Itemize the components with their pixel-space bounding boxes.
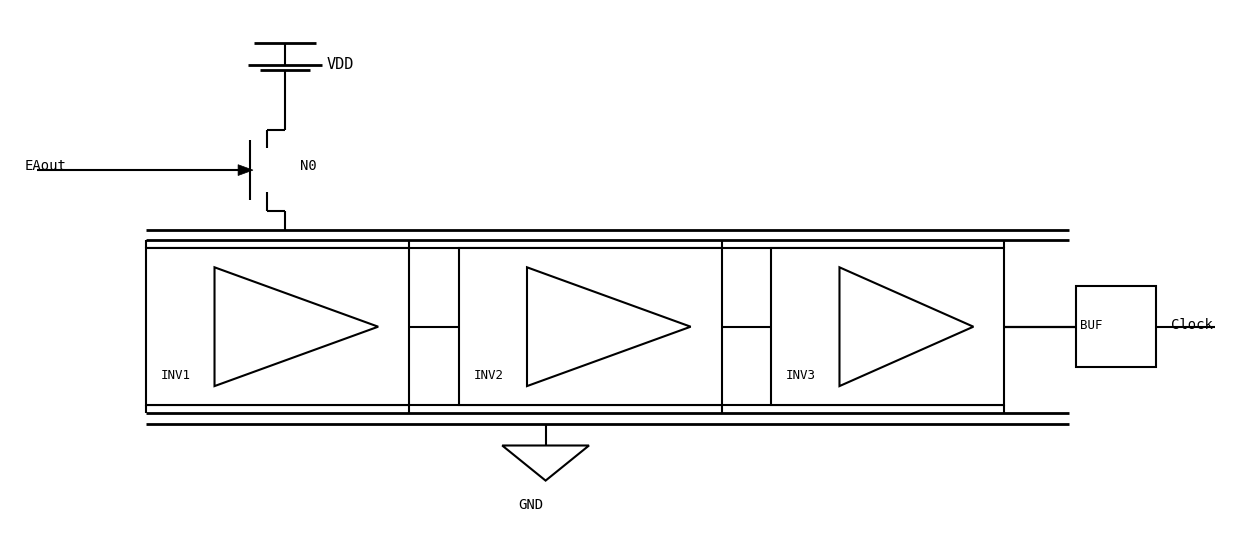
Text: INV2: INV2 — [474, 369, 503, 382]
Bar — [146, 248, 409, 405]
Text: Clock: Clock — [1171, 318, 1213, 332]
Polygon shape — [215, 267, 378, 386]
Text: INV1: INV1 — [161, 369, 191, 382]
Text: VDD: VDD — [326, 57, 353, 72]
Bar — [1076, 286, 1156, 367]
Polygon shape — [839, 267, 973, 386]
Text: N0: N0 — [300, 159, 317, 173]
Text: EAout: EAout — [25, 159, 67, 173]
Bar — [771, 248, 1004, 405]
Bar — [459, 248, 722, 405]
Text: INV3: INV3 — [786, 369, 816, 382]
Text: GND: GND — [518, 498, 543, 512]
Polygon shape — [238, 165, 253, 176]
Polygon shape — [502, 446, 589, 481]
Polygon shape — [527, 267, 691, 386]
Text: BUF: BUF — [1080, 319, 1102, 332]
